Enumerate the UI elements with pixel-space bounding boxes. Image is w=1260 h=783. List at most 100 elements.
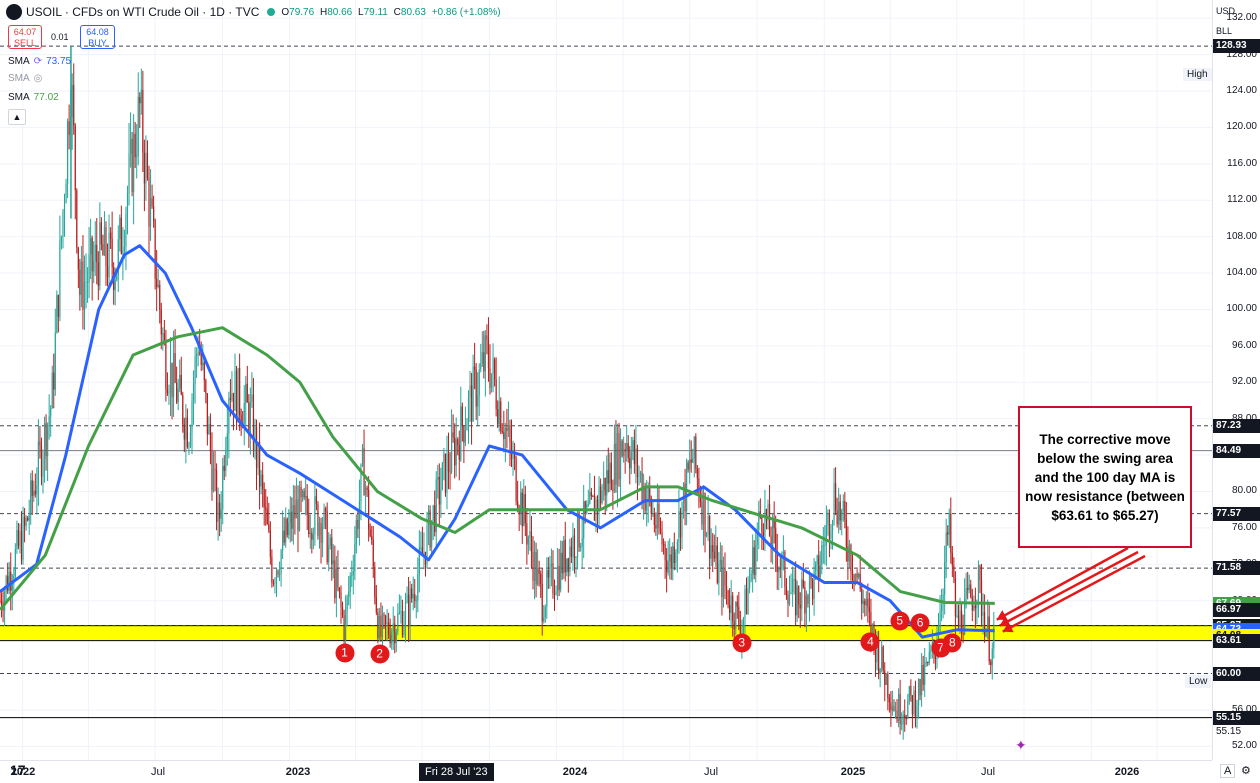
- price-axis-label: 66.97: [1213, 603, 1260, 618]
- candle-body: [805, 595, 808, 614]
- candle-body: [770, 536, 772, 548]
- time-axis[interactable]: 2022 Jul 2023 2024 Jul 2025 Jul 2026 Fri…: [0, 760, 1212, 783]
- candle-body: [394, 623, 396, 644]
- eye-hidden-icon[interactable]: ◎: [33, 72, 43, 84]
- candle-body: [308, 514, 310, 535]
- candle-body: [927, 661, 929, 664]
- market-status-icon: [267, 8, 276, 16]
- candle-body: [257, 441, 259, 468]
- candle-body: [432, 505, 434, 521]
- candle-body: [784, 551, 786, 587]
- candle-body: [549, 566, 551, 578]
- indicator-sma-fast[interactable]: SMA ⟳ 73.75: [8, 55, 72, 67]
- candle-body: [916, 706, 918, 718]
- buy-button[interactable]: 64.08 BUY: [80, 25, 115, 49]
- candle-body: [363, 448, 365, 496]
- candle-body: [182, 394, 184, 425]
- symbol-logo-icon: [6, 4, 22, 20]
- candle-body: [540, 573, 542, 584]
- symbol-title[interactable]: USOIL · CFDs on WTI Crude Oil · 1D · TVC: [26, 5, 260, 19]
- candle-body: [567, 558, 569, 572]
- candle-body: [670, 554, 672, 569]
- candle-body: [37, 441, 40, 486]
- candle-body: [891, 706, 894, 711]
- candle-body: [922, 664, 924, 685]
- candle-body: [57, 295, 59, 317]
- candle-body: [31, 480, 33, 496]
- candle-body: [811, 579, 814, 600]
- candle-body: [306, 495, 308, 515]
- candle-body: [194, 356, 196, 384]
- resistance-zone: [0, 625, 1212, 642]
- candle-body: [675, 552, 677, 563]
- candle-body: [630, 451, 632, 469]
- candle-body: [831, 520, 834, 532]
- candle-body: [676, 541, 678, 553]
- candle-body: [423, 551, 425, 556]
- candle-body: [982, 612, 984, 616]
- candle-body: [758, 511, 760, 531]
- candle-body: [258, 441, 261, 487]
- candle-body: [512, 454, 514, 460]
- candle-body: [334, 560, 336, 598]
- candle-body: [483, 352, 485, 372]
- candle-body: [323, 508, 325, 526]
- collapse-legend-button[interactable]: ▲: [8, 109, 26, 125]
- candle-body: [435, 479, 437, 532]
- candle-body: [879, 668, 881, 674]
- candle-body: [120, 217, 122, 254]
- candle-body: [755, 544, 757, 576]
- candle-body: [965, 588, 967, 598]
- candle-body: [874, 638, 877, 663]
- resistance-zone-band: [0, 625, 1212, 641]
- candle-body: [122, 250, 124, 254]
- candle-body: [163, 333, 165, 344]
- candle-body: [108, 232, 110, 278]
- sell-button[interactable]: 64.07 SELL: [8, 25, 42, 49]
- candle-body: [901, 723, 903, 725]
- candle-body: [639, 472, 642, 475]
- auto-scale-button[interactable]: A: [1220, 764, 1236, 778]
- candle-body: [833, 483, 835, 521]
- unit-label[interactable]: BLL: [1216, 26, 1233, 36]
- tradingview-logo-icon[interactable]: 17: [10, 762, 26, 778]
- candle-body: [626, 443, 628, 452]
- candle-body: [822, 545, 824, 547]
- candle-body: [463, 426, 465, 443]
- candle-body: [646, 500, 648, 511]
- candle-body: [222, 465, 224, 510]
- settings-gear-icon[interactable]: ⚙: [1241, 765, 1251, 777]
- candle-body: [796, 586, 798, 616]
- candle-body: [495, 379, 497, 410]
- sparkle-icon[interactable]: ✦: [1015, 737, 1027, 753]
- candle-body: [834, 483, 837, 511]
- callout-arrow-head: [1002, 622, 1014, 633]
- candle-body: [799, 604, 801, 609]
- candle-body: [481, 352, 483, 364]
- candle-body: [679, 511, 682, 538]
- candle-body: [587, 504, 589, 506]
- candle-body: [589, 491, 591, 505]
- candle-body: [725, 586, 728, 591]
- candle-body: [487, 339, 490, 369]
- candle-body: [116, 275, 118, 280]
- candle-body: [129, 138, 132, 154]
- candle-body: [180, 374, 182, 395]
- candle-body: [0, 601, 3, 608]
- indicator-sma-hidden[interactable]: SMA ◎: [8, 72, 43, 84]
- swing-marker: 5: [890, 611, 910, 631]
- candle-body: [159, 284, 161, 310]
- candle-body: [289, 511, 291, 524]
- currency-label[interactable]: USD: [1216, 6, 1236, 16]
- candle-body: [162, 333, 164, 335]
- indicator-sma-slow[interactable]: SMA 77.02: [8, 91, 59, 103]
- candle-body: [778, 568, 780, 572]
- candle-body: [326, 511, 328, 563]
- candle-body: [260, 474, 262, 487]
- candle-body: [716, 545, 718, 584]
- candle-body: [601, 490, 603, 504]
- candle-body: [272, 582, 275, 584]
- candle-body: [627, 443, 629, 458]
- candle-body: [953, 565, 955, 579]
